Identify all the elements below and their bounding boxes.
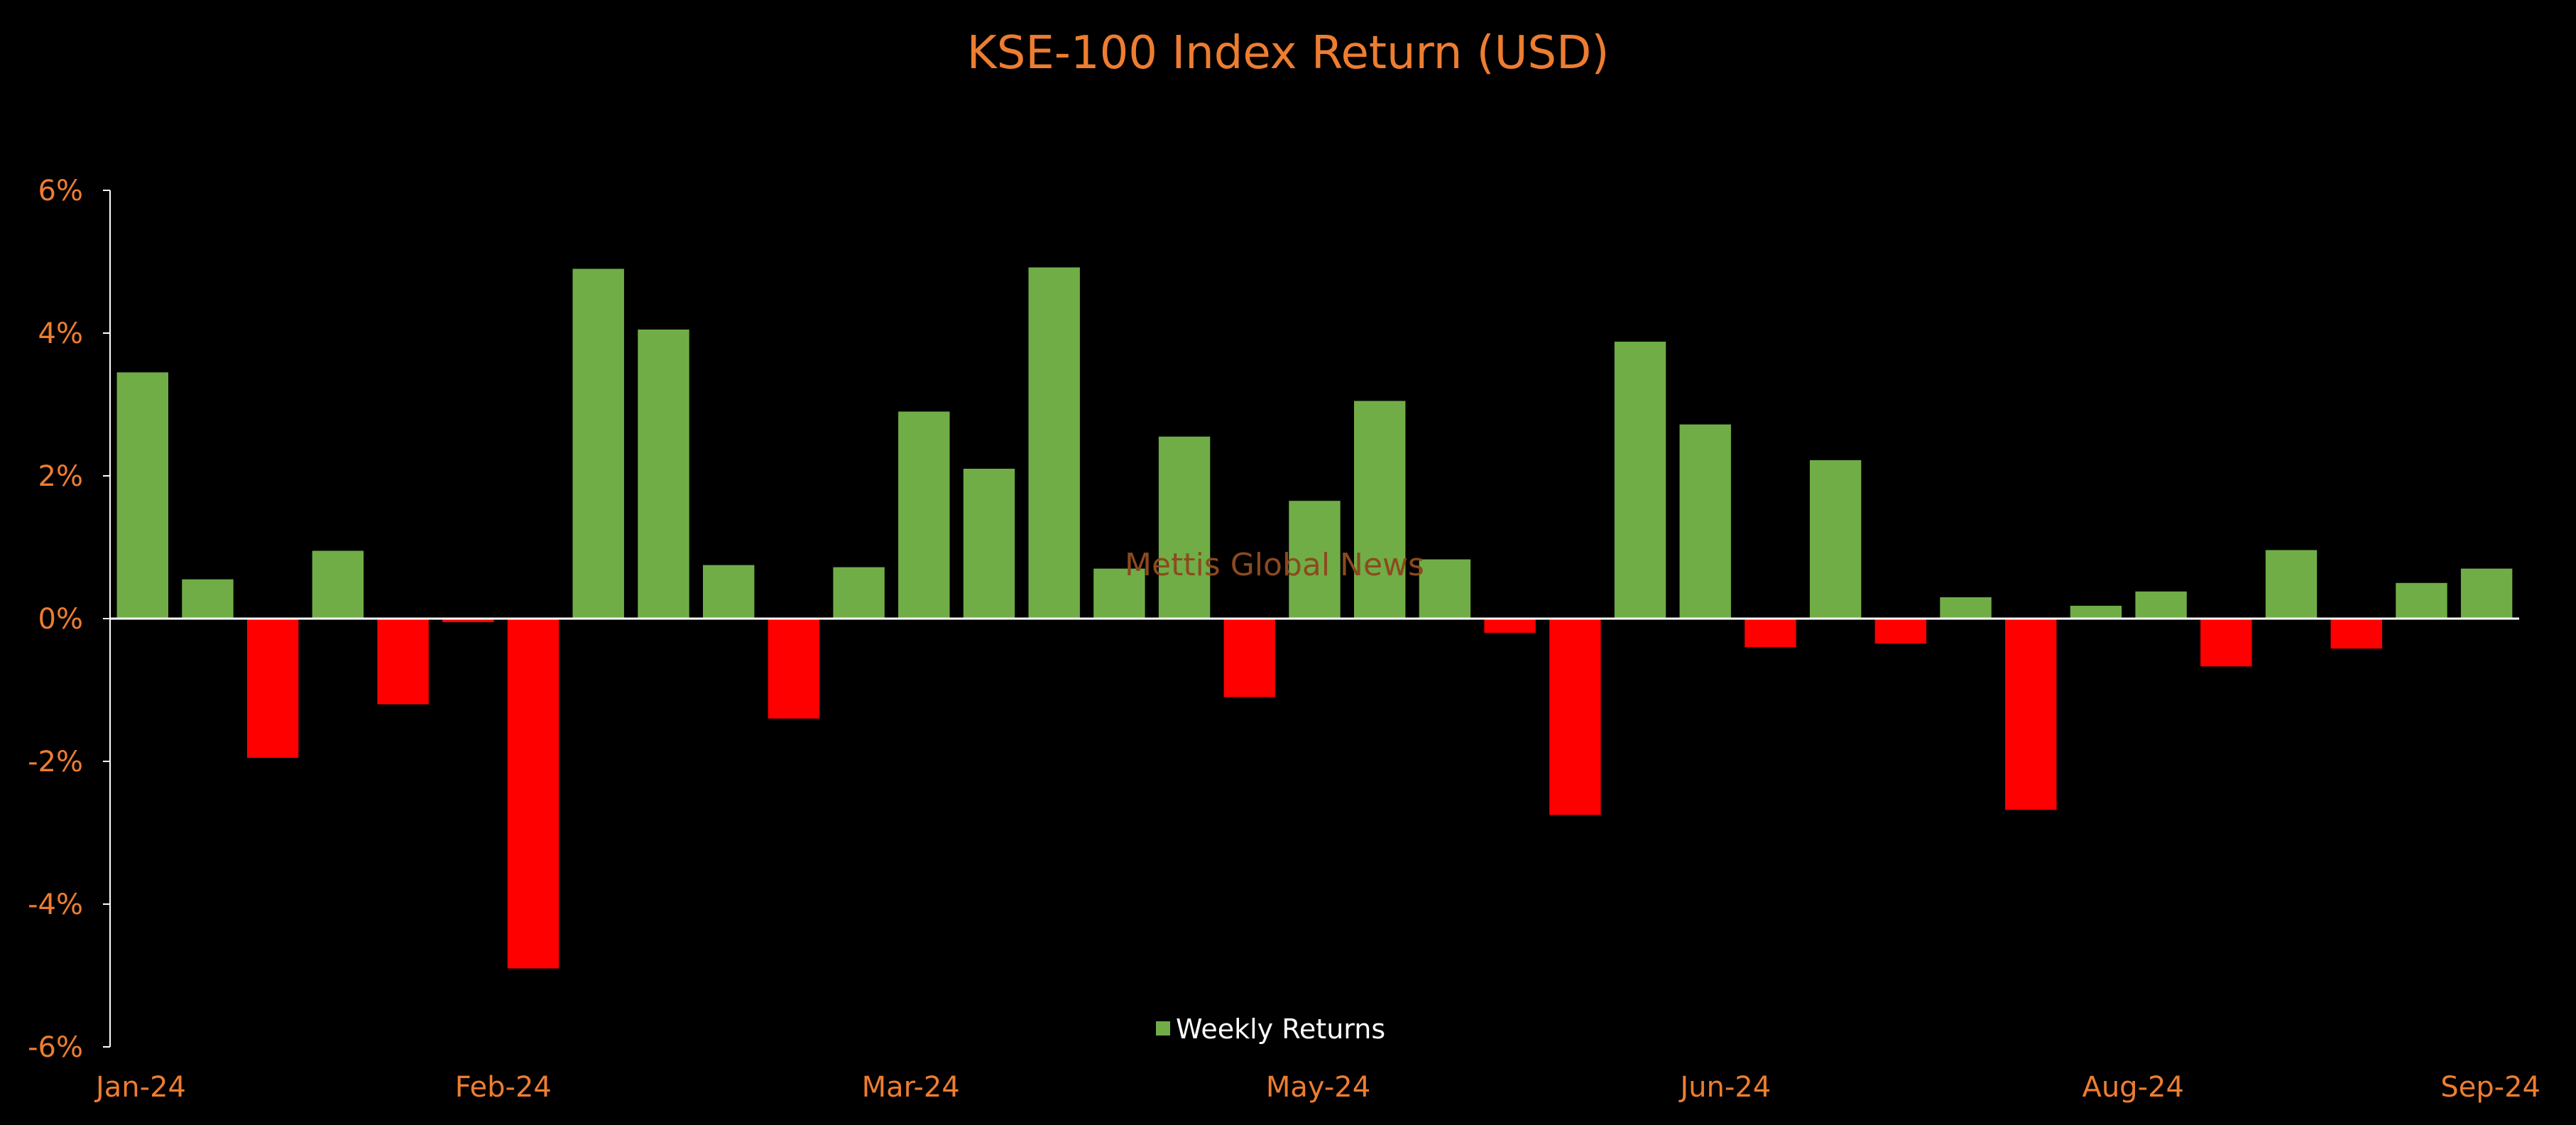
bar [1093, 568, 1145, 619]
bar [572, 268, 624, 619]
bar [247, 619, 299, 758]
x-tick-label: Jan-24 [94, 1071, 186, 1104]
x-tick-label: Feb-24 [455, 1071, 552, 1104]
bar [442, 619, 494, 622]
bar [1940, 597, 1992, 619]
bars-group [116, 267, 2513, 969]
legend-label: Weekly Returns [1176, 1013, 1385, 1045]
bar [1223, 619, 1275, 697]
bar [703, 565, 755, 619]
y-axis: 6% 4% 2% 0% -2% -4% -6% [28, 175, 111, 1064]
y-tick-label: -2% [28, 746, 83, 778]
bar [182, 579, 234, 619]
bar [768, 619, 820, 719]
x-tick-label: Mar-24 [862, 1071, 960, 1104]
bar [833, 567, 885, 619]
y-tick-label: 2% [38, 460, 83, 493]
bar [2070, 605, 2122, 619]
bar [2200, 619, 2252, 667]
y-tick-label: 0% [38, 603, 83, 636]
watermark: Mettis Global News [1125, 547, 1424, 583]
bar [638, 330, 689, 619]
y-tick-label: 4% [38, 317, 83, 350]
bar [1354, 401, 1406, 619]
bar [1484, 619, 1536, 634]
bar [116, 372, 168, 619]
bar [312, 550, 364, 619]
bar [898, 411, 950, 619]
bar [1289, 501, 1341, 619]
legend: Weekly Returns [1156, 1013, 1385, 1045]
chart-title: KSE-100 Index Return (USD) [967, 27, 1610, 80]
bar [377, 619, 429, 705]
bar [507, 619, 560, 969]
bar [1419, 559, 1471, 619]
bar [1158, 436, 1211, 619]
bar [1028, 267, 1080, 619]
bar [2330, 619, 2382, 649]
bar [1679, 424, 1731, 619]
bar [1809, 460, 1862, 619]
bar [963, 469, 1015, 619]
x-tick-label: Sep-24 [2440, 1071, 2540, 1104]
bar [1549, 619, 1601, 815]
x-tick-label: May-24 [1266, 1071, 1370, 1104]
bar [2265, 550, 2318, 619]
y-tick-label: -4% [28, 888, 83, 921]
y-tick-label: 6% [38, 175, 83, 207]
bar [1745, 619, 1796, 648]
x-axis: Jan-24 Feb-24 Mar-24 May-24 Jun-24 Aug-24 Sep-… [94, 617, 2540, 1104]
y-tick-label: -6% [28, 1031, 83, 1064]
bar [1874, 619, 1926, 644]
bar [2005, 619, 2057, 810]
bar [1614, 342, 1666, 619]
bar [2460, 568, 2513, 619]
x-tick-label: Aug-24 [2082, 1071, 2183, 1104]
x-tick-label: Jun-24 [1678, 1071, 1771, 1104]
bar [2396, 582, 2447, 619]
legend-swatch [1156, 1021, 1170, 1036]
bar [2135, 591, 2187, 619]
